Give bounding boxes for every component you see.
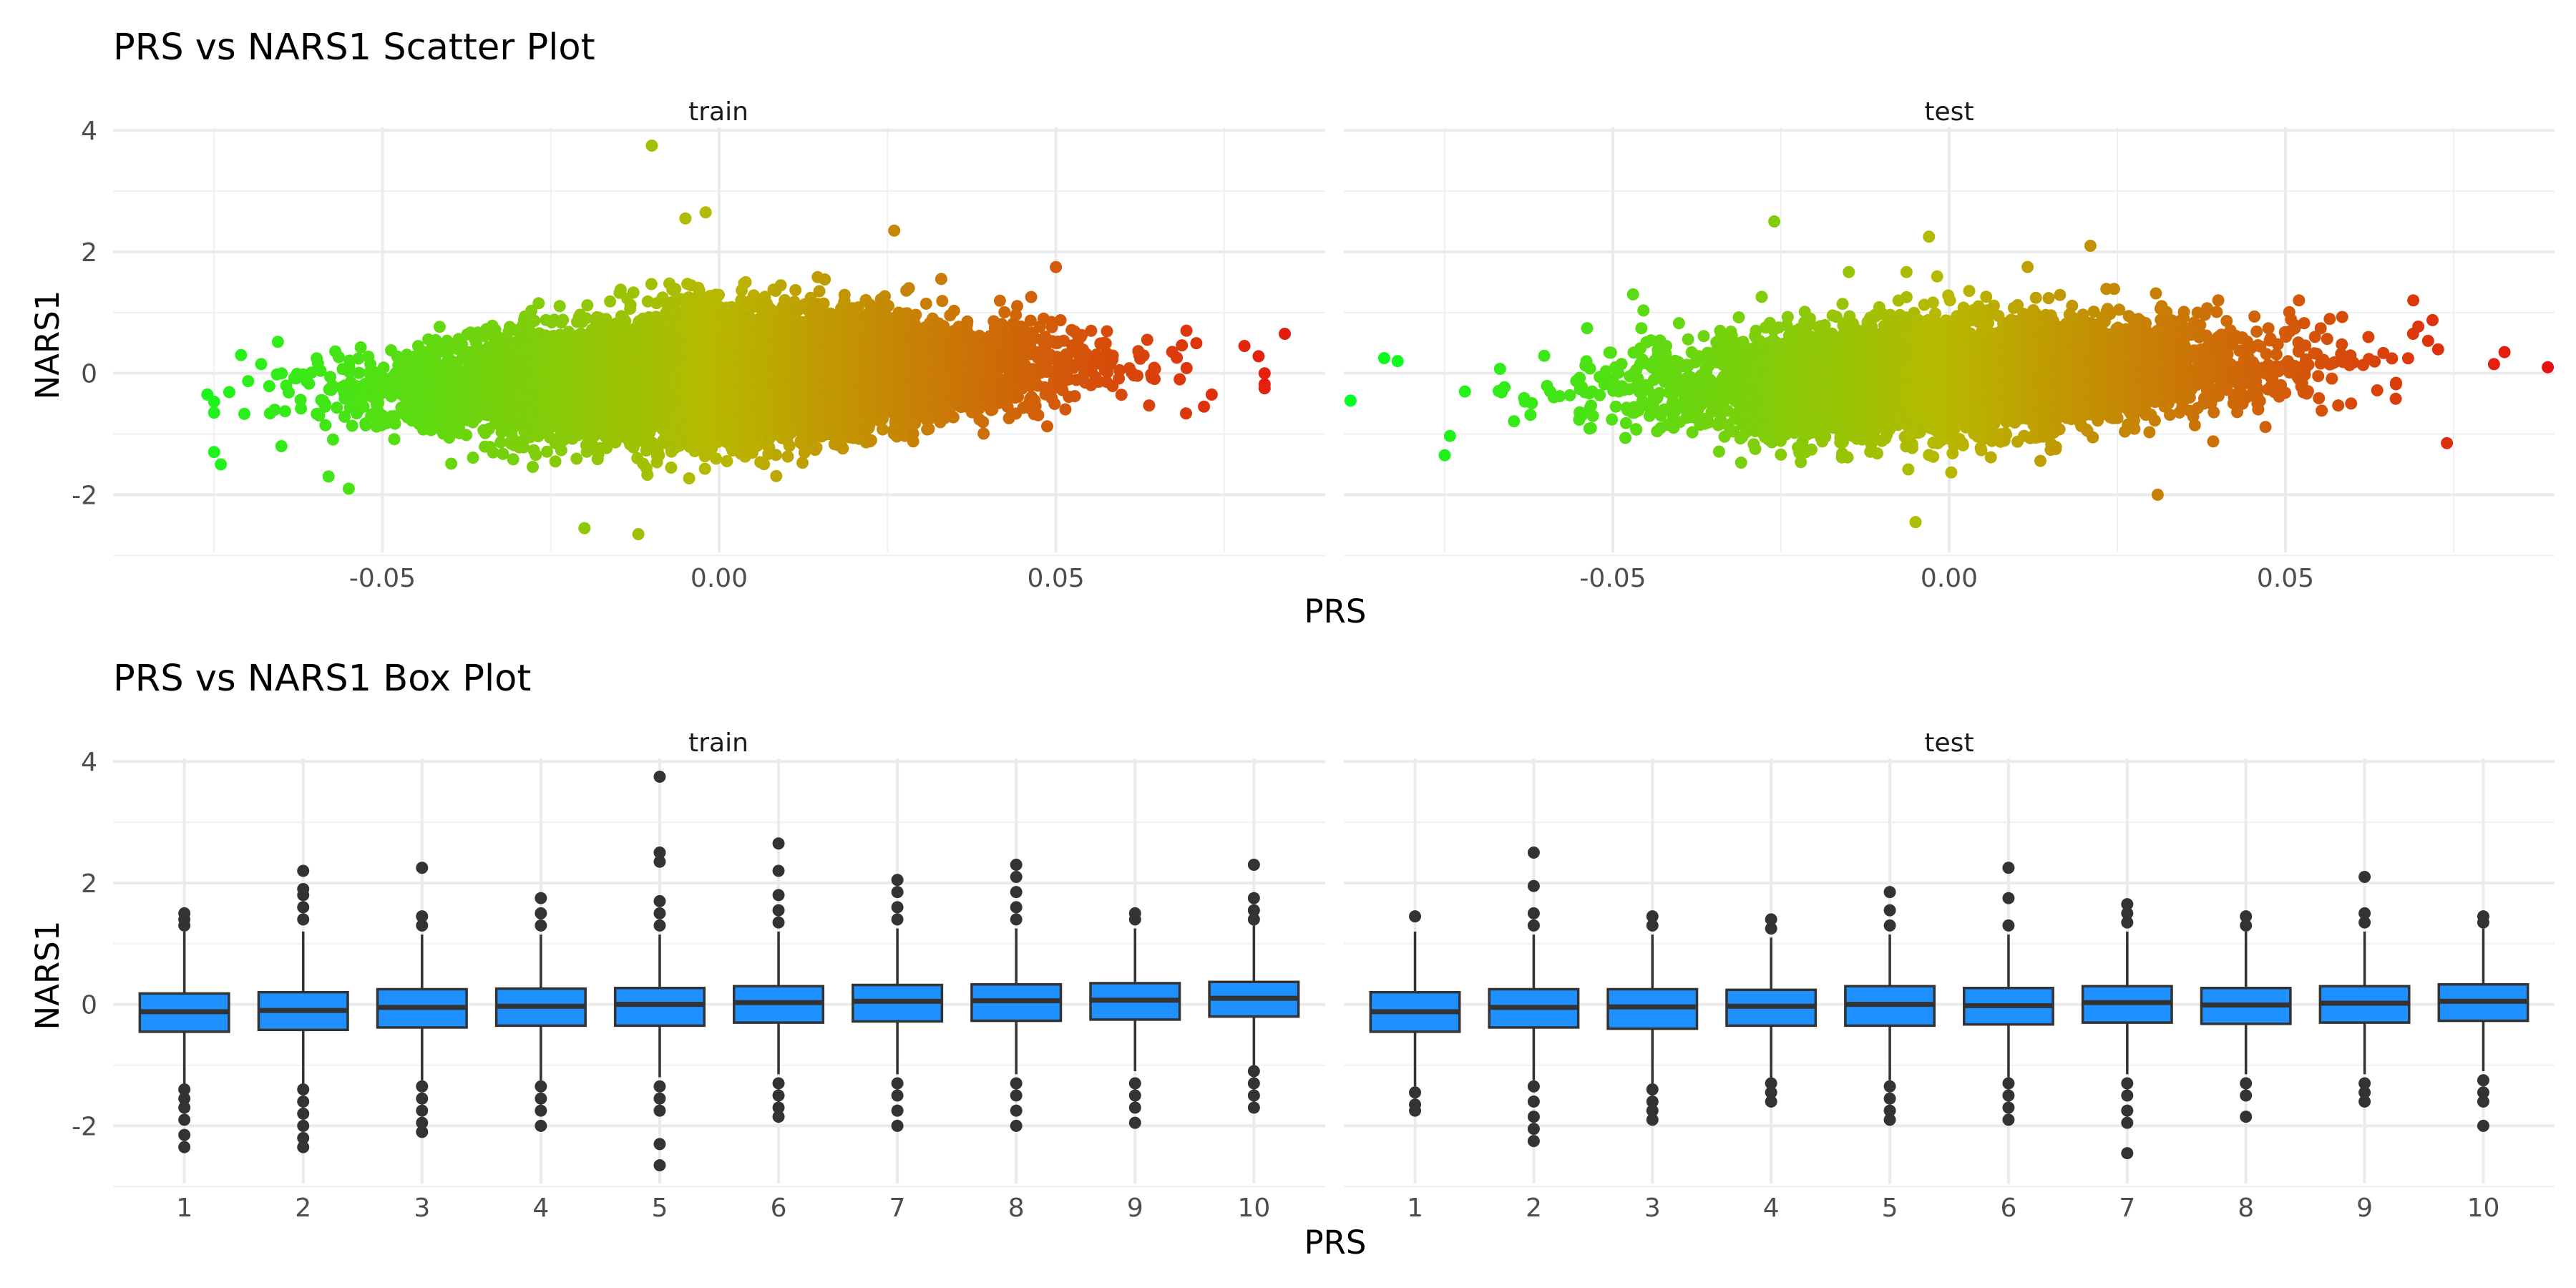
scatter-point bbox=[555, 444, 567, 457]
scatter-point bbox=[275, 367, 288, 380]
scatter-point bbox=[331, 401, 343, 414]
scatter-strip-test: test bbox=[1924, 97, 1974, 127]
scatter-point bbox=[653, 449, 665, 462]
scatter-point bbox=[549, 455, 562, 468]
scatter-point bbox=[353, 366, 366, 379]
scatter-point bbox=[645, 140, 658, 152]
scatter-point bbox=[223, 386, 235, 399]
scatter-point bbox=[275, 440, 288, 452]
scatter-point bbox=[698, 462, 711, 475]
scatter-point bbox=[578, 522, 591, 535]
scatter-point bbox=[532, 297, 545, 310]
scatter-point bbox=[278, 405, 291, 418]
scatter-point bbox=[242, 375, 255, 388]
scatter-point bbox=[283, 386, 295, 399]
scatter-point bbox=[604, 295, 617, 308]
scatter-point bbox=[314, 364, 327, 377]
scatter-point bbox=[364, 358, 377, 371]
scatter-point bbox=[342, 482, 355, 495]
scatter-point bbox=[665, 462, 678, 474]
scatter-point bbox=[525, 304, 537, 317]
scatter-point bbox=[487, 446, 499, 459]
scatter-point bbox=[553, 300, 566, 313]
scatter-point bbox=[627, 286, 640, 299]
scatter-point bbox=[313, 409, 326, 422]
scatter-point bbox=[295, 402, 308, 415]
scatter-point bbox=[570, 452, 583, 465]
scatter-point bbox=[541, 445, 553, 458]
scatter-point bbox=[319, 419, 332, 431]
scatter-point bbox=[263, 380, 275, 393]
scatter-point bbox=[303, 377, 316, 390]
scatter-point bbox=[683, 472, 696, 484]
scatter-strip-train: train bbox=[688, 97, 748, 127]
scatter-point bbox=[357, 400, 370, 413]
scatter-point bbox=[679, 212, 692, 225]
scatter-point bbox=[494, 436, 507, 449]
scatter-point bbox=[326, 379, 339, 392]
scatter-point bbox=[530, 449, 542, 462]
scatter-point bbox=[208, 395, 220, 408]
scatter-point bbox=[354, 341, 367, 353]
scatter-point bbox=[456, 338, 469, 351]
scatter-point bbox=[581, 299, 594, 312]
scatter-point bbox=[343, 366, 356, 379]
scatter-point bbox=[528, 314, 541, 327]
scatter-point bbox=[389, 417, 401, 430]
scatter-point bbox=[208, 446, 220, 459]
scatter-point bbox=[632, 528, 645, 540]
scatter-points-train bbox=[201, 140, 1291, 540]
scatter-point bbox=[235, 348, 248, 361]
scatter-point bbox=[710, 452, 723, 465]
scatter-point bbox=[271, 336, 284, 348]
scatter-point bbox=[699, 206, 712, 219]
scatter-point bbox=[460, 429, 473, 441]
scatter-point bbox=[333, 351, 345, 364]
scatter-point bbox=[467, 452, 479, 464]
scatter-point bbox=[208, 406, 220, 419]
scatter-point bbox=[294, 394, 307, 406]
scatter-point bbox=[268, 404, 281, 416]
scatter-point bbox=[255, 358, 268, 371]
scatter-title: PRS vs NARS1 Scatter Plot bbox=[113, 26, 595, 69]
scatter-point bbox=[326, 433, 339, 446]
scatter-point bbox=[624, 298, 637, 311]
scatter-point bbox=[645, 278, 658, 291]
scatter-point bbox=[497, 447, 509, 460]
scatter-point bbox=[388, 433, 401, 446]
scatter-point bbox=[346, 419, 358, 432]
scatter-point bbox=[338, 410, 351, 423]
scatter-point bbox=[215, 458, 228, 471]
scatter-point bbox=[721, 455, 733, 467]
scatter-point bbox=[322, 470, 335, 483]
scatter-point bbox=[443, 431, 456, 444]
scatter-point bbox=[352, 352, 365, 365]
scatter-point bbox=[433, 321, 446, 333]
scatter-point bbox=[377, 361, 390, 374]
scatter-point bbox=[359, 419, 372, 431]
scatter-point bbox=[507, 453, 519, 466]
scatter-point bbox=[238, 407, 250, 420]
scatter-point bbox=[713, 288, 725, 301]
scatter-point bbox=[641, 469, 654, 481]
scatter-point bbox=[318, 398, 331, 410]
scatter-point bbox=[445, 457, 458, 470]
scatter-point bbox=[527, 461, 539, 473]
scatter-point bbox=[557, 313, 570, 326]
